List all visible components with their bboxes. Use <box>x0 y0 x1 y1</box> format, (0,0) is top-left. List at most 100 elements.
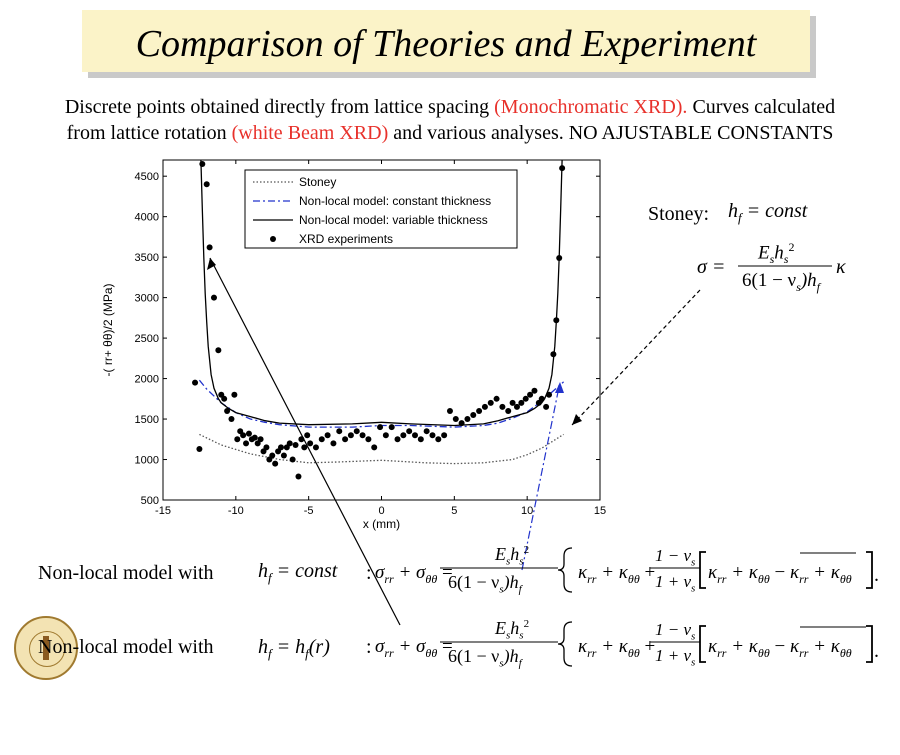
xrd-point <box>272 460 279 467</box>
eq1-nu-den: 1 + νs <box>655 572 696 595</box>
colon-1: : <box>366 562 372 584</box>
xrd-point <box>476 407 483 414</box>
xrd-point <box>464 416 471 423</box>
y-tick-label: 2000 <box>135 374 159 386</box>
y-tick-label: 4000 <box>135 212 159 224</box>
xrd-point <box>546 391 553 398</box>
series-layer <box>192 159 566 480</box>
xrd-point <box>522 395 529 402</box>
xrd-point <box>406 428 413 435</box>
xrd-point <box>394 436 401 443</box>
xrd-point <box>312 444 319 451</box>
xrd-point <box>324 432 331 439</box>
arrowhead-stoney <box>572 414 582 425</box>
xrd-point <box>377 424 384 431</box>
title-box: Comparison of Theories and Experiment <box>82 10 810 72</box>
eq2-period: . <box>874 640 879 662</box>
xrd-point <box>318 436 325 443</box>
stoney-kappa: κ <box>836 256 846 278</box>
eq2-den: 6(1 − νs)hf <box>448 646 522 670</box>
xrd-point <box>412 432 419 439</box>
xrd-point <box>304 432 311 439</box>
y-tick-label: 3500 <box>135 252 159 264</box>
x-tick-label: 15 <box>594 505 606 517</box>
xrd-point <box>531 387 538 394</box>
xrd-point <box>234 436 241 443</box>
xrd-point <box>550 351 557 358</box>
xrd-point <box>499 403 506 410</box>
xrd-point <box>509 399 516 406</box>
y-tick-label: 3000 <box>135 293 159 305</box>
xrd-point <box>553 317 560 324</box>
y-tick-label: 1500 <box>135 414 159 426</box>
xrd-point <box>347 432 354 439</box>
subtitle-2a: from lattice rotation <box>66 122 232 144</box>
legend-marker <box>270 236 276 242</box>
xrd-point <box>556 254 563 261</box>
xrd-point <box>224 407 231 414</box>
xrd-point <box>429 432 436 439</box>
xrd-point <box>342 436 349 443</box>
x-tick-label: -5 <box>304 505 314 517</box>
stoney-numerator: Eshs2 <box>758 240 795 267</box>
legend: Stoney Non-local model: constant thicknes… <box>244 169 518 249</box>
xrd-point <box>210 294 217 301</box>
y-axis-label: -( rr+ θθ)/2 (MPa) <box>101 283 115 376</box>
subtitle-1b: Curves calculated <box>687 96 836 118</box>
xrd-point <box>336 428 343 435</box>
x-tick-label: 5 <box>451 505 457 517</box>
xrd-point <box>470 412 477 418</box>
xrd-point <box>215 347 222 354</box>
y-tick-label: 500 <box>141 495 159 507</box>
series-solid <box>200 159 563 427</box>
xrd-point <box>487 399 494 406</box>
hf-r-eq: hf = hf(r) <box>258 636 330 661</box>
legend-box <box>244 169 518 249</box>
arrowhead-constant <box>555 382 564 393</box>
xrd-point <box>353 428 360 435</box>
xrd-point <box>505 407 512 414</box>
eq2-num: Eshs2 <box>495 618 530 642</box>
subtitle-2b: and various analyses. NO AJUSTABLE CONST… <box>388 122 834 144</box>
xrd-point <box>280 452 287 459</box>
brackets <box>440 265 873 667</box>
xrd-point <box>277 444 284 451</box>
series-dotted <box>199 433 564 465</box>
eq2-kappa: κrr + κθθ + <box>578 636 656 660</box>
x-tick-label: -10 <box>228 505 244 517</box>
xrd-point <box>243 440 250 447</box>
y-tick-label: 4500 <box>135 171 159 183</box>
arrowhead-variable <box>207 258 216 270</box>
xrd-point <box>371 444 378 451</box>
axis-layer: -15 -10 -5 0 5 10 15 500 1000 1500 2000 2500 3000 350… <box>101 160 606 531</box>
eq2-nu-num: 1 − νs <box>655 620 696 643</box>
xrd-point <box>286 440 293 447</box>
xrd-point <box>527 391 534 398</box>
xrd-point <box>221 395 228 402</box>
subtitle-line-1: Discrete points obtained directly from l… <box>10 95 890 119</box>
xrd-point <box>228 416 235 423</box>
subtitle-1-red: (Monochromatic XRD). <box>494 96 688 118</box>
legend-label: XRD experiments <box>299 232 393 246</box>
xrd-point <box>435 436 442 443</box>
x-tick-label: 0 <box>378 505 384 517</box>
eq1-period: . <box>874 564 879 586</box>
xrd-point <box>513 403 520 410</box>
legend-label: Non-local model: constant thickness <box>299 194 491 208</box>
xrd-point <box>263 444 270 451</box>
xrd-point <box>231 391 238 398</box>
x-axis-label: x (mm) <box>363 517 400 531</box>
xrd-point <box>452 416 459 423</box>
xrd-point <box>301 444 308 451</box>
y-tick-label: 1000 <box>135 455 159 467</box>
xrd-point <box>493 395 500 402</box>
xrd-point <box>417 436 424 443</box>
xrd-point <box>295 473 302 480</box>
xrd-point <box>388 424 395 431</box>
eq2-bracket-content: κrr + κθθ − κrr + κθθ <box>708 636 852 660</box>
xrd-point <box>245 430 252 437</box>
arrow-variable-thickness <box>209 257 401 626</box>
hf-const-eq: hf = const <box>258 560 338 585</box>
xrd-point <box>203 181 210 188</box>
